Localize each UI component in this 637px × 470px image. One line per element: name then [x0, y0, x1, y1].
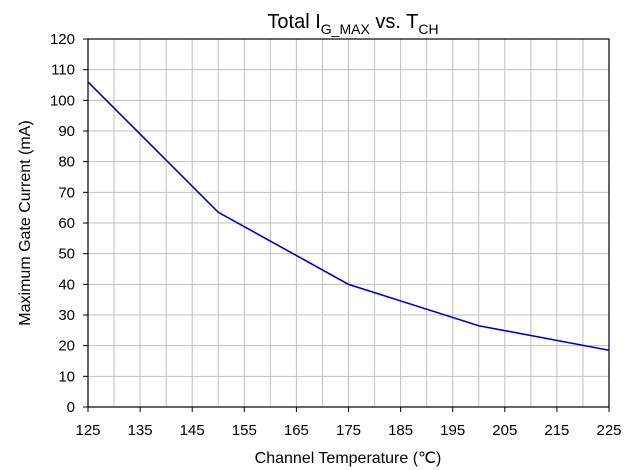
x-tick-label: 215	[544, 422, 569, 439]
y-tick-labels: 0 10 20 30 40 50 60 70 80 90 100 110 120	[50, 31, 75, 416]
y-tick-label: 60	[58, 215, 75, 232]
x-tick-label: 155	[232, 422, 257, 439]
y-tick-label: 50	[58, 246, 75, 263]
y-tick-label: 100	[50, 92, 75, 109]
x-tick-label: 135	[128, 422, 153, 439]
y-tick-label: 30	[58, 307, 75, 324]
x-tick-label: 195	[440, 422, 465, 439]
y-tick-label: 70	[58, 184, 75, 201]
y-tick-label: 90	[58, 123, 75, 140]
x-axis-label: Channel Temperature (℃)	[255, 450, 442, 467]
x-tick-labels: 125 135 145 155 165 175 185 195 205 215 225	[75, 422, 621, 439]
y-tick-label: 120	[50, 31, 75, 48]
x-tick-label: 165	[284, 422, 309, 439]
x-tick-label: 185	[388, 422, 413, 439]
x-tick-label: 145	[180, 422, 205, 439]
title-subscript-1: G_MAX	[321, 21, 371, 37]
x-tick-label: 205	[492, 422, 517, 439]
y-tick-label: 110	[51, 62, 75, 79]
title-prefix: Total I	[267, 11, 320, 33]
grid-layer	[88, 39, 609, 407]
plot-frame	[87, 38, 610, 408]
series-line	[87, 81, 610, 352]
chart-title: Total IG_MAX vs. TCH	[267, 11, 438, 37]
y-tick-label: 10	[58, 368, 75, 385]
x-tick-label: 175	[336, 422, 361, 439]
y-axis-label: Maximum Gate Current (mA)	[17, 120, 34, 325]
title-middle: vs. T	[370, 11, 419, 33]
title-subscript-2: CH	[418, 21, 438, 37]
y-tick-label: 80	[58, 154, 75, 171]
y-tick-label: 40	[58, 276, 75, 293]
y-tick-label: 20	[58, 338, 75, 355]
y-tick-label: 0	[67, 399, 75, 416]
x-tick-label: 225	[596, 422, 621, 439]
x-tick-label: 125	[75, 422, 100, 439]
series-layer	[87, 81, 610, 352]
tick-layer	[83, 38, 610, 412]
